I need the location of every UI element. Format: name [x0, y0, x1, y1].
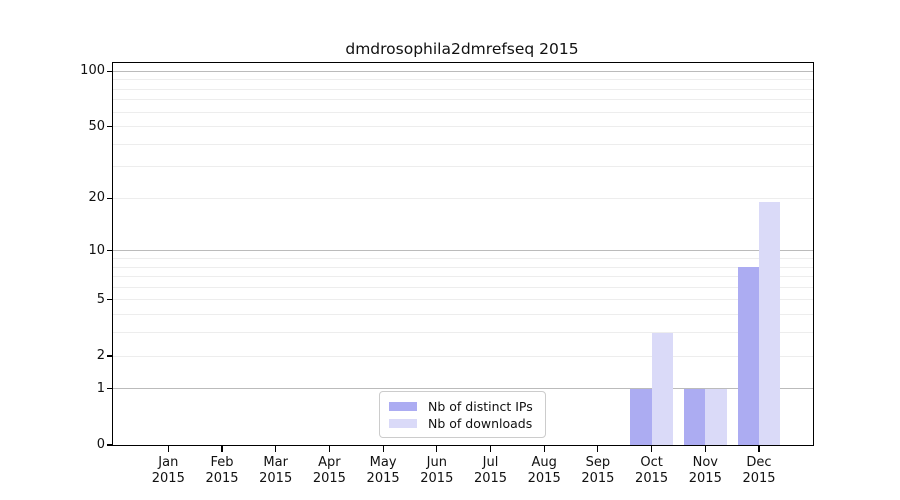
y-tick-5 — [106, 299, 113, 301]
gridline-minor-40 — [113, 143, 813, 145]
x-tick-label-nov: Nov 2015 — [688, 455, 722, 486]
y-tick-50 — [106, 125, 113, 128]
legend-entry-downloads: Nb of downloads — [389, 415, 536, 432]
plot-area: 100 50 20 10 5 2 1 0 Jan 2015 Feb 2015 Mar 2015 Apr 201… — [80, 62, 814, 486]
x-tick-jan — [167, 445, 169, 452]
gridline-minor-7 — [113, 276, 813, 278]
gridline-minor-50 — [113, 126, 813, 128]
bar-downloads-dec — [759, 202, 781, 445]
legend-swatch-downloads — [389, 419, 417, 428]
x-tick-label-jun: Jun 2015 — [420, 455, 454, 486]
gridline-major-100 — [113, 70, 813, 72]
y-tick-10 — [106, 250, 113, 252]
x-tick-jun — [436, 445, 438, 452]
gridline-minor-90 — [113, 79, 813, 81]
gridline-minor-70 — [113, 99, 813, 101]
y-tick-20 — [106, 197, 113, 199]
y-tick-1 — [106, 388, 113, 390]
bar-distinct-ips-nov — [683, 388, 706, 445]
gridline-minor-4 — [113, 314, 813, 316]
x-tick-label-aug: Aug 2015 — [527, 455, 561, 486]
gridline-major-10 — [113, 250, 813, 252]
x-tick-feb — [221, 445, 223, 452]
legend-swatch-distinct-ips — [389, 402, 417, 411]
x-tick-jul — [489, 445, 492, 452]
x-tick-nov — [704, 445, 706, 452]
y-tick-label-100: 100 — [80, 63, 105, 79]
y-tick-label-5: 5 — [96, 291, 105, 307]
bar-downloads-nov — [705, 388, 727, 445]
chart-title: dmdrosophila2dmrefseq 2015 — [345, 40, 579, 58]
x-tick-mar — [275, 445, 277, 452]
y-tick-0 — [106, 444, 113, 446]
legend-label-distinct-ips: Nb of distinct IPs — [428, 399, 533, 414]
gridline-minor-80 — [113, 88, 813, 90]
y-tick-label-10: 10 — [88, 242, 105, 258]
x-tick-may — [382, 445, 384, 452]
gridline-major-1 — [113, 388, 813, 390]
x-tick-label-jul: Jul 2015 — [473, 455, 508, 486]
legend-entry-distinct-ips: Nb of distinct IPs — [389, 398, 536, 415]
x-tick-label-jan: Jan 2015 — [151, 455, 185, 486]
bar-downloads-oct — [651, 332, 673, 445]
x-tick-dec — [758, 445, 760, 452]
x-tick-label-sep: Sep 2015 — [581, 455, 615, 486]
x-tick-label-feb: Feb 2015 — [205, 455, 239, 486]
x-tick-label-may: May 2015 — [366, 455, 400, 486]
y-tick-100 — [106, 70, 113, 72]
y-tick-label-2: 2 — [96, 348, 105, 363]
gridline-minor-3 — [113, 332, 813, 334]
y-tick-label-0: 0 — [96, 437, 105, 452]
x-tick-aug — [543, 445, 545, 452]
bar-distinct-ips-dec — [737, 267, 759, 445]
gridline-minor-2 — [113, 355, 813, 357]
y-tick-label-50: 50 — [88, 118, 105, 134]
x-tick-label-oct: Oct 2015 — [635, 455, 669, 486]
gridline-minor-8 — [113, 266, 813, 268]
x-tick-label-mar: Mar 2015 — [259, 455, 293, 486]
bar-distinct-ips-oct — [630, 388, 652, 445]
x-tick-label-dec: Dec 2015 — [742, 455, 776, 486]
gridline-minor-20 — [113, 197, 813, 199]
gridline-minor-30 — [113, 166, 813, 168]
gridline-minor-60 — [113, 111, 813, 113]
x-tick-sep — [597, 445, 599, 452]
y-tick-label-20: 20 — [88, 190, 105, 206]
gridline-minor-6 — [113, 286, 813, 288]
legend: Nb of distinct IPs Nb of downloads — [379, 391, 546, 438]
gridline-minor-5 — [113, 299, 813, 301]
gridline-minor-9 — [113, 257, 813, 259]
x-tick-oct — [651, 445, 653, 452]
legend-label-downloads: Nb of downloads — [428, 416, 533, 431]
x-tick-apr — [328, 445, 330, 452]
y-tick-2 — [106, 355, 113, 357]
y-tick-label-1: 1 — [96, 380, 105, 396]
x-tick-label-apr: Apr 2015 — [312, 455, 346, 486]
